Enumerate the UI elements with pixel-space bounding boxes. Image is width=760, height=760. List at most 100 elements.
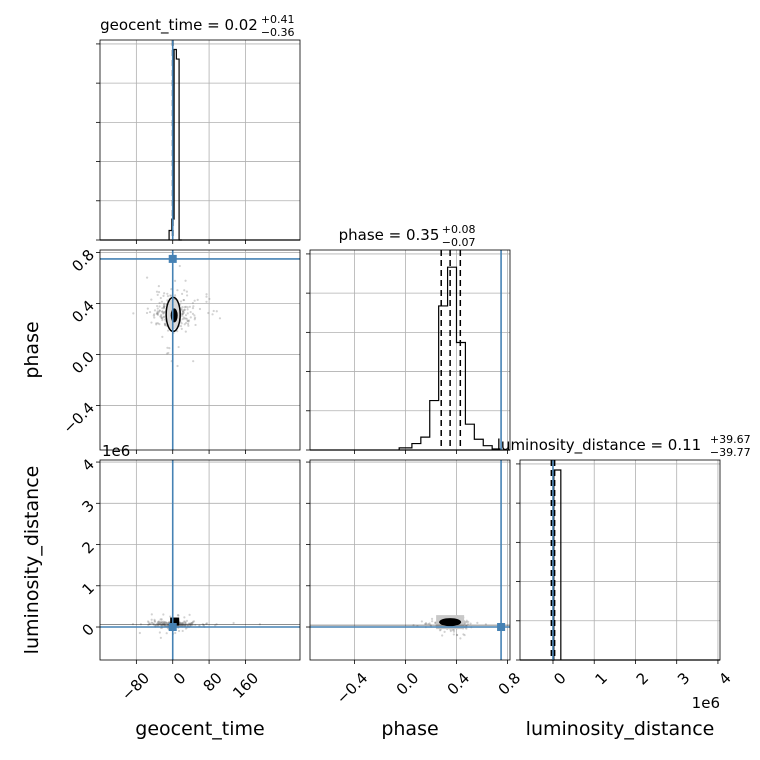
xtick-label-geocent_time-1: 0 (170, 669, 189, 688)
sample-point (161, 319, 164, 322)
sample-point (156, 304, 159, 308)
histogram-geocent_time: geocent_time = 0.02 +0.41−0.36 (96, 13, 301, 244)
scatter-phase-vs-geocent_time (96, 249, 301, 454)
sample-point (424, 622, 428, 625)
sample-point (166, 292, 169, 295)
xaxis-label-luminosity_distance: luminosity_distance (526, 718, 715, 740)
sample-point (185, 619, 189, 622)
sample-point (161, 335, 164, 339)
sample-point (205, 622, 209, 625)
sample-point (182, 310, 185, 313)
sample-point (155, 290, 159, 293)
scatter-luminosity_distance-vs-geocent_time (96, 459, 301, 664)
sample-point (182, 311, 185, 314)
sample-point (161, 621, 164, 625)
xtick-label-geocent_time-2: 80 (200, 669, 226, 695)
sample-point (191, 620, 195, 623)
sample-point (151, 621, 154, 625)
title-minus-luminosity_distance: −39.77 (710, 446, 751, 459)
sample-point (163, 322, 166, 326)
sample-point (163, 621, 166, 624)
sample-point (188, 305, 191, 308)
sample-point (153, 316, 156, 319)
ytick-label-luminosity_distance-0: 0 (79, 620, 98, 639)
sample-point (145, 276, 149, 279)
sample-point (161, 310, 164, 313)
sample-point (455, 633, 459, 637)
xaxis-label-geocent_time: geocent_time (135, 718, 264, 740)
sample-point (452, 633, 455, 636)
sample-point (181, 310, 184, 314)
sample-point (168, 621, 171, 624)
sample-point (159, 618, 162, 621)
sample-point (163, 322, 167, 325)
title-main-geocent_time: geocent_time = 0.02 (100, 16, 258, 35)
sample-point (160, 310, 164, 313)
title-geocent_time: geocent_time = 0.02 (100, 16, 258, 35)
sample-point (184, 620, 187, 623)
xtick-label-luminosity_distance-4: 4 (715, 669, 734, 688)
sample-point (153, 619, 156, 623)
sample-point (189, 316, 192, 319)
sample-point (156, 313, 159, 316)
sample-point (158, 323, 161, 326)
title-main-luminosity_distance: luminosity_distance = 0.11 (497, 436, 701, 455)
ytick-label-phase-2: 0.4 (68, 297, 98, 327)
sample-point (186, 308, 189, 311)
sample-point (191, 307, 195, 310)
sample-point (180, 622, 184, 625)
sample-point (183, 323, 186, 326)
sample-point (152, 314, 155, 317)
offset-text-y-luminosity_distance: 1e6 (102, 442, 130, 460)
sample-point (184, 314, 188, 317)
panel-20-frame (99, 459, 301, 661)
sample-point (156, 310, 159, 313)
sample-point (180, 322, 183, 325)
sample-point (159, 621, 162, 624)
sample-point (188, 613, 191, 616)
sample-point (156, 622, 159, 625)
sample-point (153, 313, 156, 316)
sample-point (157, 311, 160, 314)
sample-point (150, 621, 153, 624)
panel-content-20 (100, 460, 300, 660)
histogram-luminosity_distance: luminosity_distance = 0.11 +39.67−39.77 (497, 433, 751, 664)
sample-point (162, 307, 165, 310)
sample-point (455, 633, 459, 637)
sample-point (162, 312, 165, 315)
sample-point (148, 310, 152, 314)
sample-point (176, 364, 179, 368)
xaxis-label-phase: phase (381, 718, 438, 740)
sample-point (192, 360, 195, 363)
scatter-luminosity_distance-vs-phase (306, 459, 511, 664)
sample-point (156, 312, 159, 315)
sample-point (181, 621, 184, 624)
sample-point (153, 620, 157, 623)
sample-point (193, 299, 196, 302)
truth-marker (168, 254, 177, 263)
sample-point (192, 305, 195, 308)
sample-point (162, 306, 165, 309)
sample-point (138, 631, 141, 635)
sample-point (176, 289, 179, 292)
sample-point (184, 279, 187, 282)
sample-point (186, 312, 189, 315)
sample-point (177, 614, 180, 617)
sample-point (464, 621, 467, 624)
yaxis-label-luminosity_distance: luminosity_distance (21, 466, 43, 655)
sample-point (159, 315, 162, 318)
title-plus-luminosity_distance: +39.67 (710, 433, 751, 446)
truth-marker (497, 623, 506, 632)
sample-point (190, 622, 193, 625)
sample-point (186, 319, 189, 322)
sample-point (146, 620, 150, 623)
xtick-label-phase-2: 0.4 (444, 669, 474, 699)
title-plus-phase: +0.08 (442, 223, 476, 236)
sample-point (156, 293, 159, 296)
sample-point (205, 300, 208, 303)
xtick-label-luminosity_distance-3: 3 (674, 669, 693, 688)
sample-point (465, 621, 468, 624)
sample-point (430, 617, 434, 620)
sample-point (160, 316, 163, 319)
hist-phase-frame (309, 249, 511, 451)
